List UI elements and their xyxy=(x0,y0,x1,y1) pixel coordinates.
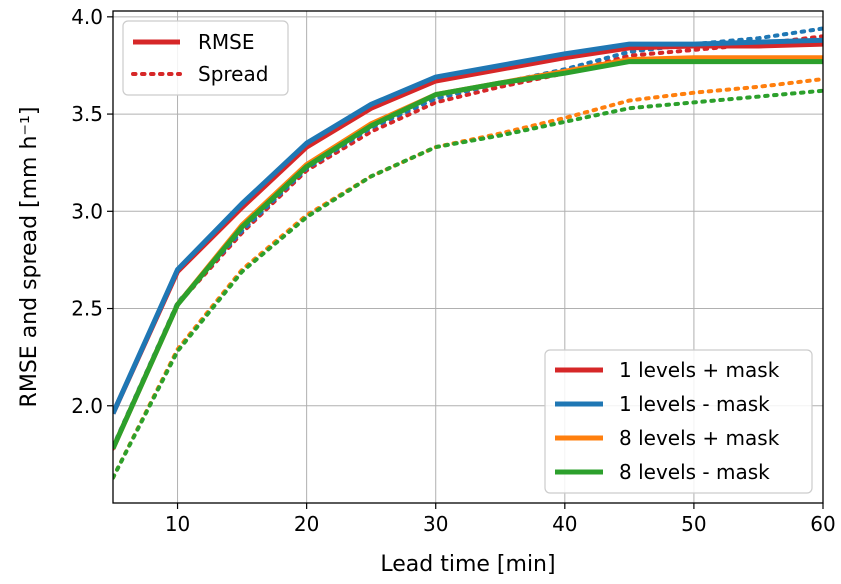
plot-area xyxy=(113,26,823,480)
y-tick-label: 4.0 xyxy=(71,5,103,29)
x-tick-label: 30 xyxy=(423,512,448,536)
series-legend: 1 levels + mask 1 levels - mask 8 levels +… xyxy=(544,349,813,494)
x-tick-label: 40 xyxy=(552,512,577,536)
series-legend-box xyxy=(544,349,813,494)
x-tick-label: 20 xyxy=(294,512,319,536)
spread-line xyxy=(113,88,823,480)
y-tick-label: 3.0 xyxy=(71,199,103,223)
y-tick-label: 2.5 xyxy=(71,297,103,321)
x-tick-label: 10 xyxy=(165,512,190,536)
axes-frame xyxy=(112,10,824,504)
series-legend-label: 8 levels + mask xyxy=(619,426,780,450)
y-tick-label: 3.5 xyxy=(71,102,103,126)
x-tick-label: 60 xyxy=(810,512,835,536)
x-tick-label: 50 xyxy=(681,512,706,536)
rmse-line xyxy=(113,37,823,415)
x-axis-label: Lead time [min] xyxy=(380,552,555,577)
axis-ticks: 10 20 30 40 50 60 2.0 2.5 3.0 3.5 4.0 xyxy=(71,5,836,536)
style-legend: RMSE Spread xyxy=(122,20,289,96)
series-legend-label: 1 levels + mask xyxy=(619,358,780,382)
y-tick-label: 2.0 xyxy=(71,394,103,418)
series-legend-label: 1 levels - mask xyxy=(619,392,770,416)
style-legend-label: RMSE xyxy=(198,30,254,54)
style-legend-label: Spread xyxy=(198,62,268,86)
rmse-line xyxy=(113,59,823,450)
series-legend-label: 8 levels - mask xyxy=(619,460,770,484)
y-axis-label: RMSE and spread [mm h⁻¹] xyxy=(17,107,42,408)
